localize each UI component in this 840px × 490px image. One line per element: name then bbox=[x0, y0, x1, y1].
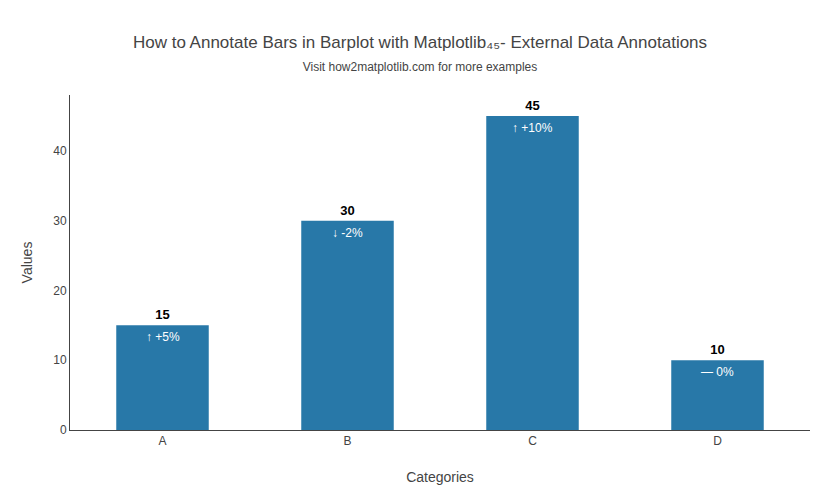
svg-text:20: 20 bbox=[53, 284, 67, 298]
svg-text:↓ -2%: ↓ -2% bbox=[332, 226, 363, 240]
svg-text:— 0%: — 0% bbox=[701, 365, 734, 379]
svg-text:↑ +10%: ↑ +10% bbox=[512, 121, 553, 135]
svg-text:40: 40 bbox=[53, 144, 67, 158]
svg-text:↑ +5%: ↑ +5% bbox=[146, 330, 180, 344]
svg-text:10: 10 bbox=[53, 353, 67, 367]
svg-text:45: 45 bbox=[525, 98, 539, 113]
svg-text:How to Annotate Bars in Barplo: How to Annotate Bars in Barplot with Mat… bbox=[133, 33, 707, 52]
svg-text:A: A bbox=[158, 434, 166, 448]
svg-text:30: 30 bbox=[53, 214, 67, 228]
svg-text:B: B bbox=[343, 434, 351, 448]
svg-text:0: 0 bbox=[60, 423, 67, 437]
svg-text:15: 15 bbox=[155, 307, 169, 322]
svg-text:C: C bbox=[528, 434, 537, 448]
svg-text:10: 10 bbox=[710, 342, 724, 357]
svg-text:30: 30 bbox=[340, 203, 354, 218]
svg-text:Visit how2matplotlib.com for m: Visit how2matplotlib.com for more exampl… bbox=[303, 60, 538, 74]
svg-text:Categories: Categories bbox=[406, 469, 474, 485]
svg-text:Values: Values bbox=[19, 242, 35, 284]
svg-text:D: D bbox=[713, 434, 722, 448]
